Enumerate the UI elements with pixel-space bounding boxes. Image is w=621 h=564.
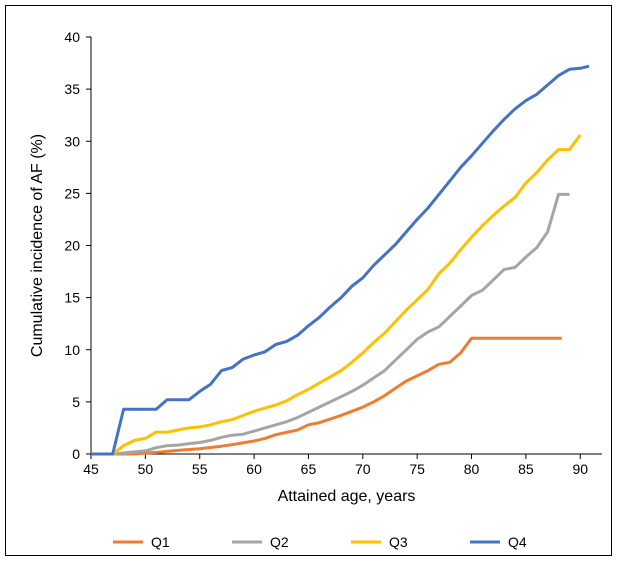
legend-label-q2: Q2 — [270, 534, 289, 550]
x-tick-label: 50 — [138, 461, 154, 477]
x-tick-labels: 45 50 55 60 65 70 75 80 85 90 — [83, 461, 588, 477]
x-tick-label: 60 — [246, 461, 262, 477]
x-tick-label: 70 — [355, 461, 371, 477]
x-tick-label: 75 — [409, 461, 425, 477]
series-line-q4 — [91, 64, 590, 456]
y-tick-label: 15 — [64, 290, 80, 306]
series-line-q3 — [91, 134, 582, 456]
x-tick-label: 80 — [464, 461, 480, 477]
series-line-q2 — [91, 192, 570, 456]
y-tick-label: 25 — [64, 185, 80, 201]
x-axis-title: Attained age, years — [278, 488, 416, 505]
y-tick-label: 0 — [72, 446, 80, 462]
legend: Q1 Q2 Q3 Q4 — [113, 534, 527, 550]
x-tick-label: 90 — [572, 461, 588, 477]
x-tick-label: 45 — [83, 461, 99, 477]
y-tick-label: 5 — [72, 394, 80, 410]
x-tick-label: 85 — [518, 461, 534, 477]
y-tick-label: 35 — [64, 81, 80, 97]
x-tick-label: 55 — [192, 461, 208, 477]
plot-axes — [86, 36, 602, 459]
chart-frame — [5, 5, 612, 556]
series-line-q1 — [91, 336, 562, 456]
x-tick-label: 65 — [301, 461, 317, 477]
y-axis-title: Cumulative incidence of AF (%) — [29, 134, 46, 357]
legend-label-q1: Q1 — [151, 534, 170, 550]
y-tick-label: 20 — [64, 238, 80, 254]
legend-label-q4: Q4 — [508, 534, 527, 550]
y-tick-label: 40 — [64, 29, 80, 45]
y-tick-label: 30 — [64, 133, 80, 149]
y-tick-labels: 0 5 10 15 20 25 30 35 40 — [64, 29, 80, 462]
series-lines — [91, 64, 590, 456]
legend-label-q3: Q3 — [389, 534, 408, 550]
y-tick-label: 10 — [64, 342, 80, 358]
